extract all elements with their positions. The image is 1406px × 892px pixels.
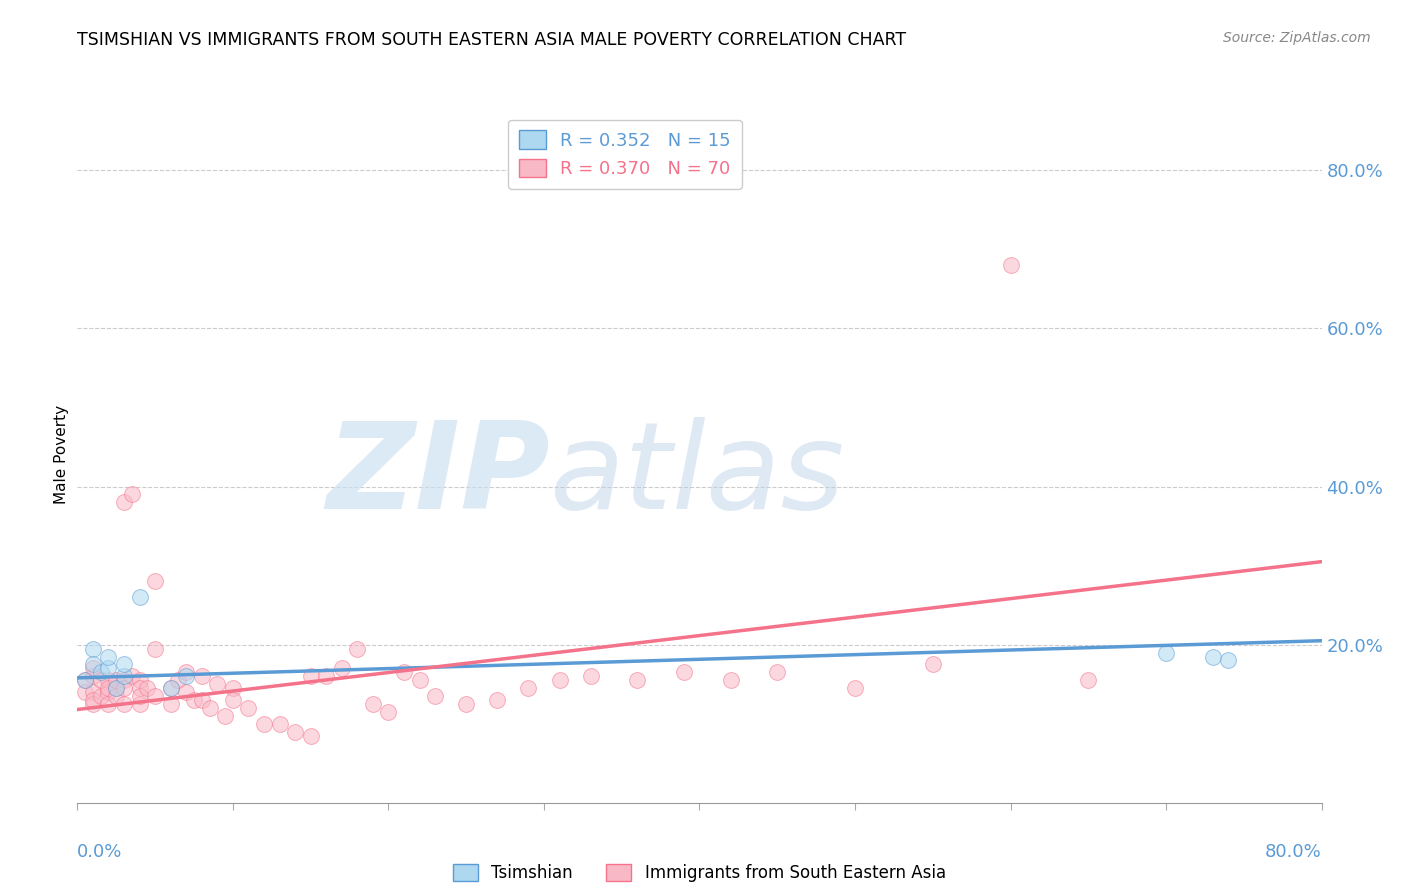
Point <box>921 657 943 672</box>
Point <box>159 681 181 695</box>
Point <box>238 701 260 715</box>
Point <box>222 693 245 707</box>
Point <box>121 669 143 683</box>
Point <box>167 673 190 688</box>
Point <box>112 681 135 695</box>
Point <box>128 681 150 695</box>
Point <box>97 661 120 675</box>
Point <box>486 693 509 707</box>
Point <box>75 673 97 688</box>
Point <box>222 681 245 695</box>
Point <box>97 697 120 711</box>
Point <box>299 729 322 743</box>
Point <box>844 681 866 695</box>
Point <box>82 641 104 656</box>
Point <box>269 716 291 731</box>
Point <box>517 681 540 695</box>
Point <box>207 677 229 691</box>
Point <box>456 697 478 711</box>
Point <box>159 681 181 695</box>
Point <box>128 689 150 703</box>
Point <box>105 681 128 695</box>
Point <box>105 673 128 688</box>
Point <box>75 673 97 688</box>
Point <box>315 669 337 683</box>
Point <box>143 641 166 656</box>
Point <box>174 685 197 699</box>
Point <box>97 673 120 688</box>
Point <box>112 669 135 683</box>
Point <box>82 693 104 707</box>
Point <box>346 641 368 656</box>
Point <box>198 701 221 715</box>
Point <box>284 724 307 739</box>
Point <box>361 697 384 711</box>
Text: 80.0%: 80.0% <box>1265 843 1322 861</box>
Point <box>191 669 214 683</box>
Point <box>579 669 602 683</box>
Point <box>1000 258 1022 272</box>
Text: TSIMSHIAN VS IMMIGRANTS FROM SOUTH EASTERN ASIA MALE POVERTY CORRELATION CHART: TSIMSHIAN VS IMMIGRANTS FROM SOUTH EASTE… <box>77 31 907 49</box>
Point <box>82 697 104 711</box>
Point <box>128 697 150 711</box>
Point <box>174 669 197 683</box>
Point <box>423 689 446 703</box>
Point <box>90 689 112 703</box>
Point <box>112 697 135 711</box>
Point <box>720 673 742 688</box>
Point <box>97 649 120 664</box>
Point <box>105 681 128 695</box>
Point <box>112 495 135 509</box>
Point <box>75 685 97 699</box>
Point <box>90 673 112 688</box>
Point <box>672 665 695 680</box>
Point <box>1077 673 1099 688</box>
Text: ZIP: ZIP <box>326 417 550 534</box>
Point <box>1154 646 1177 660</box>
Legend: R = 0.352   N = 15, R = 0.370   N = 70: R = 0.352 N = 15, R = 0.370 N = 70 <box>508 120 742 189</box>
Point <box>136 681 159 695</box>
Point <box>1218 653 1240 667</box>
Point <box>214 708 236 723</box>
Point <box>1202 649 1225 664</box>
Point <box>143 574 166 589</box>
Point <box>191 693 214 707</box>
Point <box>548 673 571 688</box>
Point <box>183 693 205 707</box>
Text: Source: ZipAtlas.com: Source: ZipAtlas.com <box>1223 31 1371 45</box>
Point <box>82 657 104 672</box>
Point <box>299 669 322 683</box>
Point <box>159 697 181 711</box>
Point <box>330 661 353 675</box>
Text: 0.0%: 0.0% <box>77 843 122 861</box>
Point <box>121 487 143 501</box>
Y-axis label: Male Poverty: Male Poverty <box>53 405 69 505</box>
Point <box>112 673 135 688</box>
Point <box>174 665 197 680</box>
Point <box>377 705 399 719</box>
Point <box>392 665 415 680</box>
Point <box>626 673 648 688</box>
Point <box>105 689 128 703</box>
Point <box>82 669 104 683</box>
Point <box>408 673 430 688</box>
Text: atlas: atlas <box>550 417 845 534</box>
Point <box>82 685 104 699</box>
Point <box>143 689 166 703</box>
Point <box>90 665 112 680</box>
Point <box>112 657 135 672</box>
Point <box>97 681 120 695</box>
Point <box>97 685 120 699</box>
Point <box>766 665 789 680</box>
Point <box>253 716 276 731</box>
Point <box>82 661 104 675</box>
Point <box>128 591 150 605</box>
Point <box>128 673 150 688</box>
